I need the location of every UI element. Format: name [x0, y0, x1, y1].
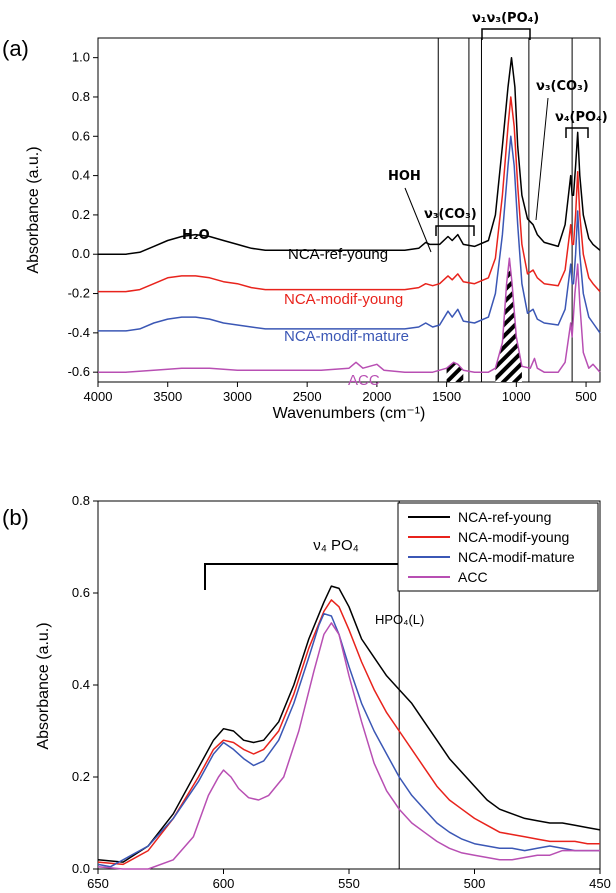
annotation-v3co3-right: ν₃(CO₃): [536, 79, 589, 94]
y-tick-label-a-4: 0.2: [72, 207, 90, 222]
y-tick-label-a-2: 0.6: [72, 128, 90, 143]
y-tick-label-b-0: 0.0: [72, 861, 90, 876]
panel-a-y-axis-title: Absorbance (a.u.): [25, 146, 42, 273]
y-tick-label-b-3: 0.6: [72, 585, 90, 600]
y-tick-label-b-2: 0.4: [72, 677, 90, 692]
x-tick-label-a-3000: 3000: [223, 389, 252, 404]
legend-item-nca-modif-young: NCA-modif-young: [458, 529, 569, 545]
panel-b-x-ticks: 650 600 550 500 450: [87, 869, 611, 891]
annotation-v4po4: ν₄(PO₄): [555, 110, 608, 125]
series-line-a-acc: [98, 257, 601, 373]
y-tick-label-b-4: 0.8: [72, 493, 90, 508]
series-line-b-nca-modif-young: [97, 599, 600, 866]
series-line-a-nca-modif-young: [98, 96, 601, 293]
annotation-v1v3po4: ν₁ν₃(PO₄): [472, 11, 539, 26]
y-tick-label-a-6: -0.2: [68, 286, 90, 301]
hatched-area-v3co3: [446, 362, 464, 382]
x-tick-label-a-1000: 1000: [502, 389, 531, 404]
y-tick-label-a-1: 0.8: [72, 89, 90, 104]
panel-a-x-axis-title: Wavenumbers (cm⁻¹): [273, 405, 426, 422]
x-tick-label-a-3500: 3500: [153, 389, 182, 404]
y-tick-label-a-8: -0.6: [68, 364, 90, 379]
panel-a-chart: 4000 3500 3000 2500 2000 1500 1000 500 1.0 0.8 0.…: [25, 11, 608, 422]
x-tick-label-a-500: 500: [575, 389, 597, 404]
panel-a-plot-frame: [97, 37, 601, 383]
panel-a-x-ticks: 4000 3500 3000 2500 2000 1500 1000 500: [84, 382, 597, 404]
x-tick-label-b-500: 500: [464, 876, 486, 891]
bracket-v4po4: [565, 127, 589, 138]
x-tick-label-b-600: 600: [213, 876, 235, 891]
x-tick-label-a-4000: 4000: [84, 389, 113, 404]
panel-a-series: [98, 56, 601, 373]
y-tick-label-a-0: 1.0: [72, 50, 90, 65]
x-tick-label-b-650: 650: [87, 876, 109, 891]
y-tick-label-a-7: -0.4: [68, 325, 90, 340]
x-tick-label-b-450: 450: [589, 876, 611, 891]
legend-item-acc: ACC: [458, 569, 488, 585]
panel-b-legend: NCA-ref-young NCA-modif-young NCA-modif-…: [397, 502, 599, 592]
panel-b-label: (b): [2, 505, 29, 530]
y-tick-label-a-3: 0.4: [72, 168, 90, 183]
panel-b-y-axis-title: Absorbance (a.u.): [35, 622, 52, 749]
annotation-h2o: H₂O: [182, 228, 210, 243]
legend-item-nca-ref-young: NCA-ref-young: [458, 509, 551, 525]
panel-a-y-ticks: 1.0 0.8 0.6 0.4 0.2 0.0 -0.2 -0.4 -0.6: [68, 50, 98, 379]
series-line-a-nca-modif-mature: [98, 135, 601, 334]
series-label-nca-modif-young: NCA-modif-young: [284, 291, 403, 308]
legend-item-nca-modif-mature: NCA-modif-mature: [458, 549, 575, 565]
series-line-a-nca-ref-young: [98, 56, 601, 255]
y-tick-label-a-5: 0.0: [72, 246, 90, 261]
series-line-b-acc: [97, 622, 600, 870]
annotation-v4po4-b: ν₄ PO₄: [313, 537, 359, 554]
annotation-hpo4: HPO₄(L): [375, 612, 424, 627]
series-line-b-nca-ref-young: [97, 585, 601, 863]
annotation-hoh: HOH: [388, 169, 421, 184]
series-label-nca-modif-mature: NCA-modif-mature: [284, 328, 409, 345]
panel-b-series: [97, 585, 601, 870]
panel-a-hatched-areas: [446, 258, 522, 382]
panel-b-chart: 650 600 550 500 450 0.0 0.2 0.4 0.6 0.8 Absorban…: [35, 493, 611, 891]
panel-a-label: (a): [2, 36, 29, 61]
annotation-v3co3-left: ν₃(CO₃): [424, 207, 477, 222]
series-label-acc: ACC: [348, 372, 380, 389]
annotation-hoh-leader: [404, 187, 432, 253]
x-tick-label-a-1500: 1500: [432, 389, 461, 404]
panel-b-y-ticks: 0.0 0.2 0.4 0.6 0.8: [72, 493, 98, 876]
y-tick-label-b-1: 0.2: [72, 769, 90, 784]
series-label-nca-ref-young: NCA-ref-young: [288, 246, 388, 263]
x-tick-label-a-2500: 2500: [293, 389, 322, 404]
annotation-v3co3-right-leader: [535, 97, 549, 221]
bracket-v3co3-left: [435, 225, 475, 236]
bracket-v1v3po4: [481, 28, 531, 40]
hatched-area-v1v3po4: [495, 258, 522, 382]
series-line-b-nca-modif-mature: [97, 612, 600, 868]
x-tick-label-a-2000: 2000: [362, 389, 391, 404]
x-tick-label-b-550: 550: [338, 876, 360, 891]
